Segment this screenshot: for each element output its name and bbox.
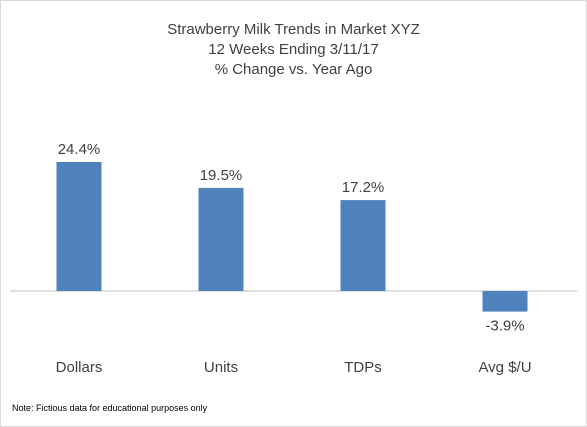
chart-subtitle-2: % Change vs. Year Ago (214, 61, 373, 78)
bar-tdps (340, 200, 386, 291)
category-label: TDPs (344, 359, 382, 376)
bar-dollars (56, 162, 102, 291)
category-labels-group: Dollars Units TDPs Avg $/U (56, 359, 532, 376)
data-label: 24.4% (58, 141, 101, 158)
category-label: Dollars (56, 359, 103, 376)
footnote: Note: Fictious data for educational purp… (12, 403, 208, 413)
data-labels-group: 24.4% 19.5% 17.2% -3.9% (58, 141, 525, 335)
chart-subtitle-1: 12 Weeks Ending 3/11/17 (208, 41, 379, 58)
data-label: 17.2% (342, 179, 385, 196)
bar-units (198, 187, 244, 291)
category-label: Avg $/U (478, 359, 531, 376)
category-label: Units (204, 359, 238, 376)
data-label: -3.9% (485, 318, 524, 335)
data-label: 19.5% (200, 167, 243, 184)
chart-titles: Strawberry Milk Trends in Market XYZ 12 … (0, 20, 587, 80)
chart-title: Strawberry Milk Trends in Market XYZ (167, 21, 420, 38)
bars-group (56, 162, 528, 312)
bar-avg-u (482, 291, 528, 312)
